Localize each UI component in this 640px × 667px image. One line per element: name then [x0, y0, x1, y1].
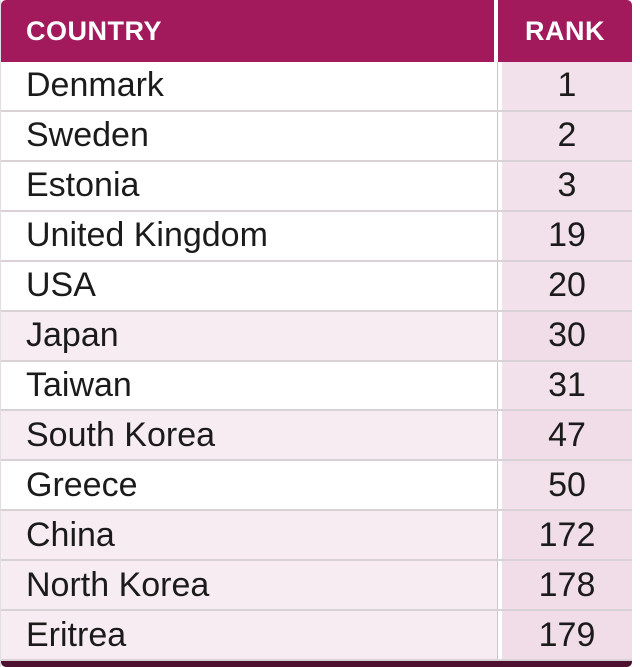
table-bottom-bar — [1, 659, 632, 667]
column-gap — [498, 261, 502, 310]
table-body: Denmark 1 Sweden 2 Estonia 3 United King… — [1, 62, 632, 660]
column-gap — [498, 561, 502, 610]
column-gap — [498, 461, 502, 510]
table-row: USA 20 — [1, 259, 632, 310]
table-row: United Kingdom 19 — [1, 209, 632, 260]
table-row: Denmark 1 — [1, 62, 632, 110]
country-cell: Denmark — [1, 62, 498, 110]
country-header-label: COUNTRY — [26, 15, 162, 46]
country-cell: Estonia — [1, 161, 498, 210]
table-row: Greece 50 — [1, 459, 632, 510]
table-row: North Korea 178 — [1, 559, 632, 610]
rank-cell: 31 — [502, 361, 632, 410]
table-row: Sweden 2 — [1, 109, 632, 160]
country-cell: Taiwan — [1, 361, 498, 410]
column-gap — [498, 161, 502, 210]
table-row: South Korea 47 — [1, 409, 632, 460]
column-header-country: COUNTRY — [1, 0, 498, 62]
rank-cell: 3 — [502, 161, 632, 210]
column-gap — [498, 311, 502, 360]
rank-cell: 19 — [502, 211, 632, 260]
table-row: China 172 — [1, 509, 632, 560]
table-row: Eritrea 179 — [1, 609, 632, 660]
table-header: COUNTRY RANK — [1, 0, 632, 62]
column-gap — [498, 111, 502, 160]
country-cell: United Kingdom — [1, 211, 498, 260]
column-gap — [498, 211, 502, 260]
column-gap — [498, 611, 502, 660]
column-gap — [498, 411, 502, 460]
table-row: Estonia 3 — [1, 159, 632, 210]
country-cell: Greece — [1, 461, 498, 510]
rank-cell: 1 — [502, 62, 632, 110]
rank-cell: 47 — [502, 411, 632, 460]
country-cell: Eritrea — [1, 611, 498, 660]
rank-cell: 20 — [502, 261, 632, 310]
country-cell: USA — [1, 261, 498, 310]
column-header-rank: RANK — [498, 0, 632, 62]
table-row: Japan 30 — [1, 309, 632, 360]
rank-cell: 50 — [502, 461, 632, 510]
column-gap — [498, 511, 502, 560]
rank-cell: 179 — [502, 611, 632, 660]
column-gap — [498, 62, 502, 110]
country-cell: China — [1, 511, 498, 560]
country-cell: North Korea — [1, 561, 498, 610]
rank-cell: 30 — [502, 311, 632, 360]
country-cell: Sweden — [1, 111, 498, 160]
country-cell: South Korea — [1, 411, 498, 460]
rank-header-label: RANK — [525, 15, 605, 46]
rank-cell: 172 — [502, 511, 632, 560]
rank-cell: 178 — [502, 561, 632, 610]
rank-cell: 2 — [502, 111, 632, 160]
table-row: Taiwan 31 — [1, 359, 632, 410]
country-cell: Japan — [1, 311, 498, 360]
column-gap — [498, 361, 502, 410]
